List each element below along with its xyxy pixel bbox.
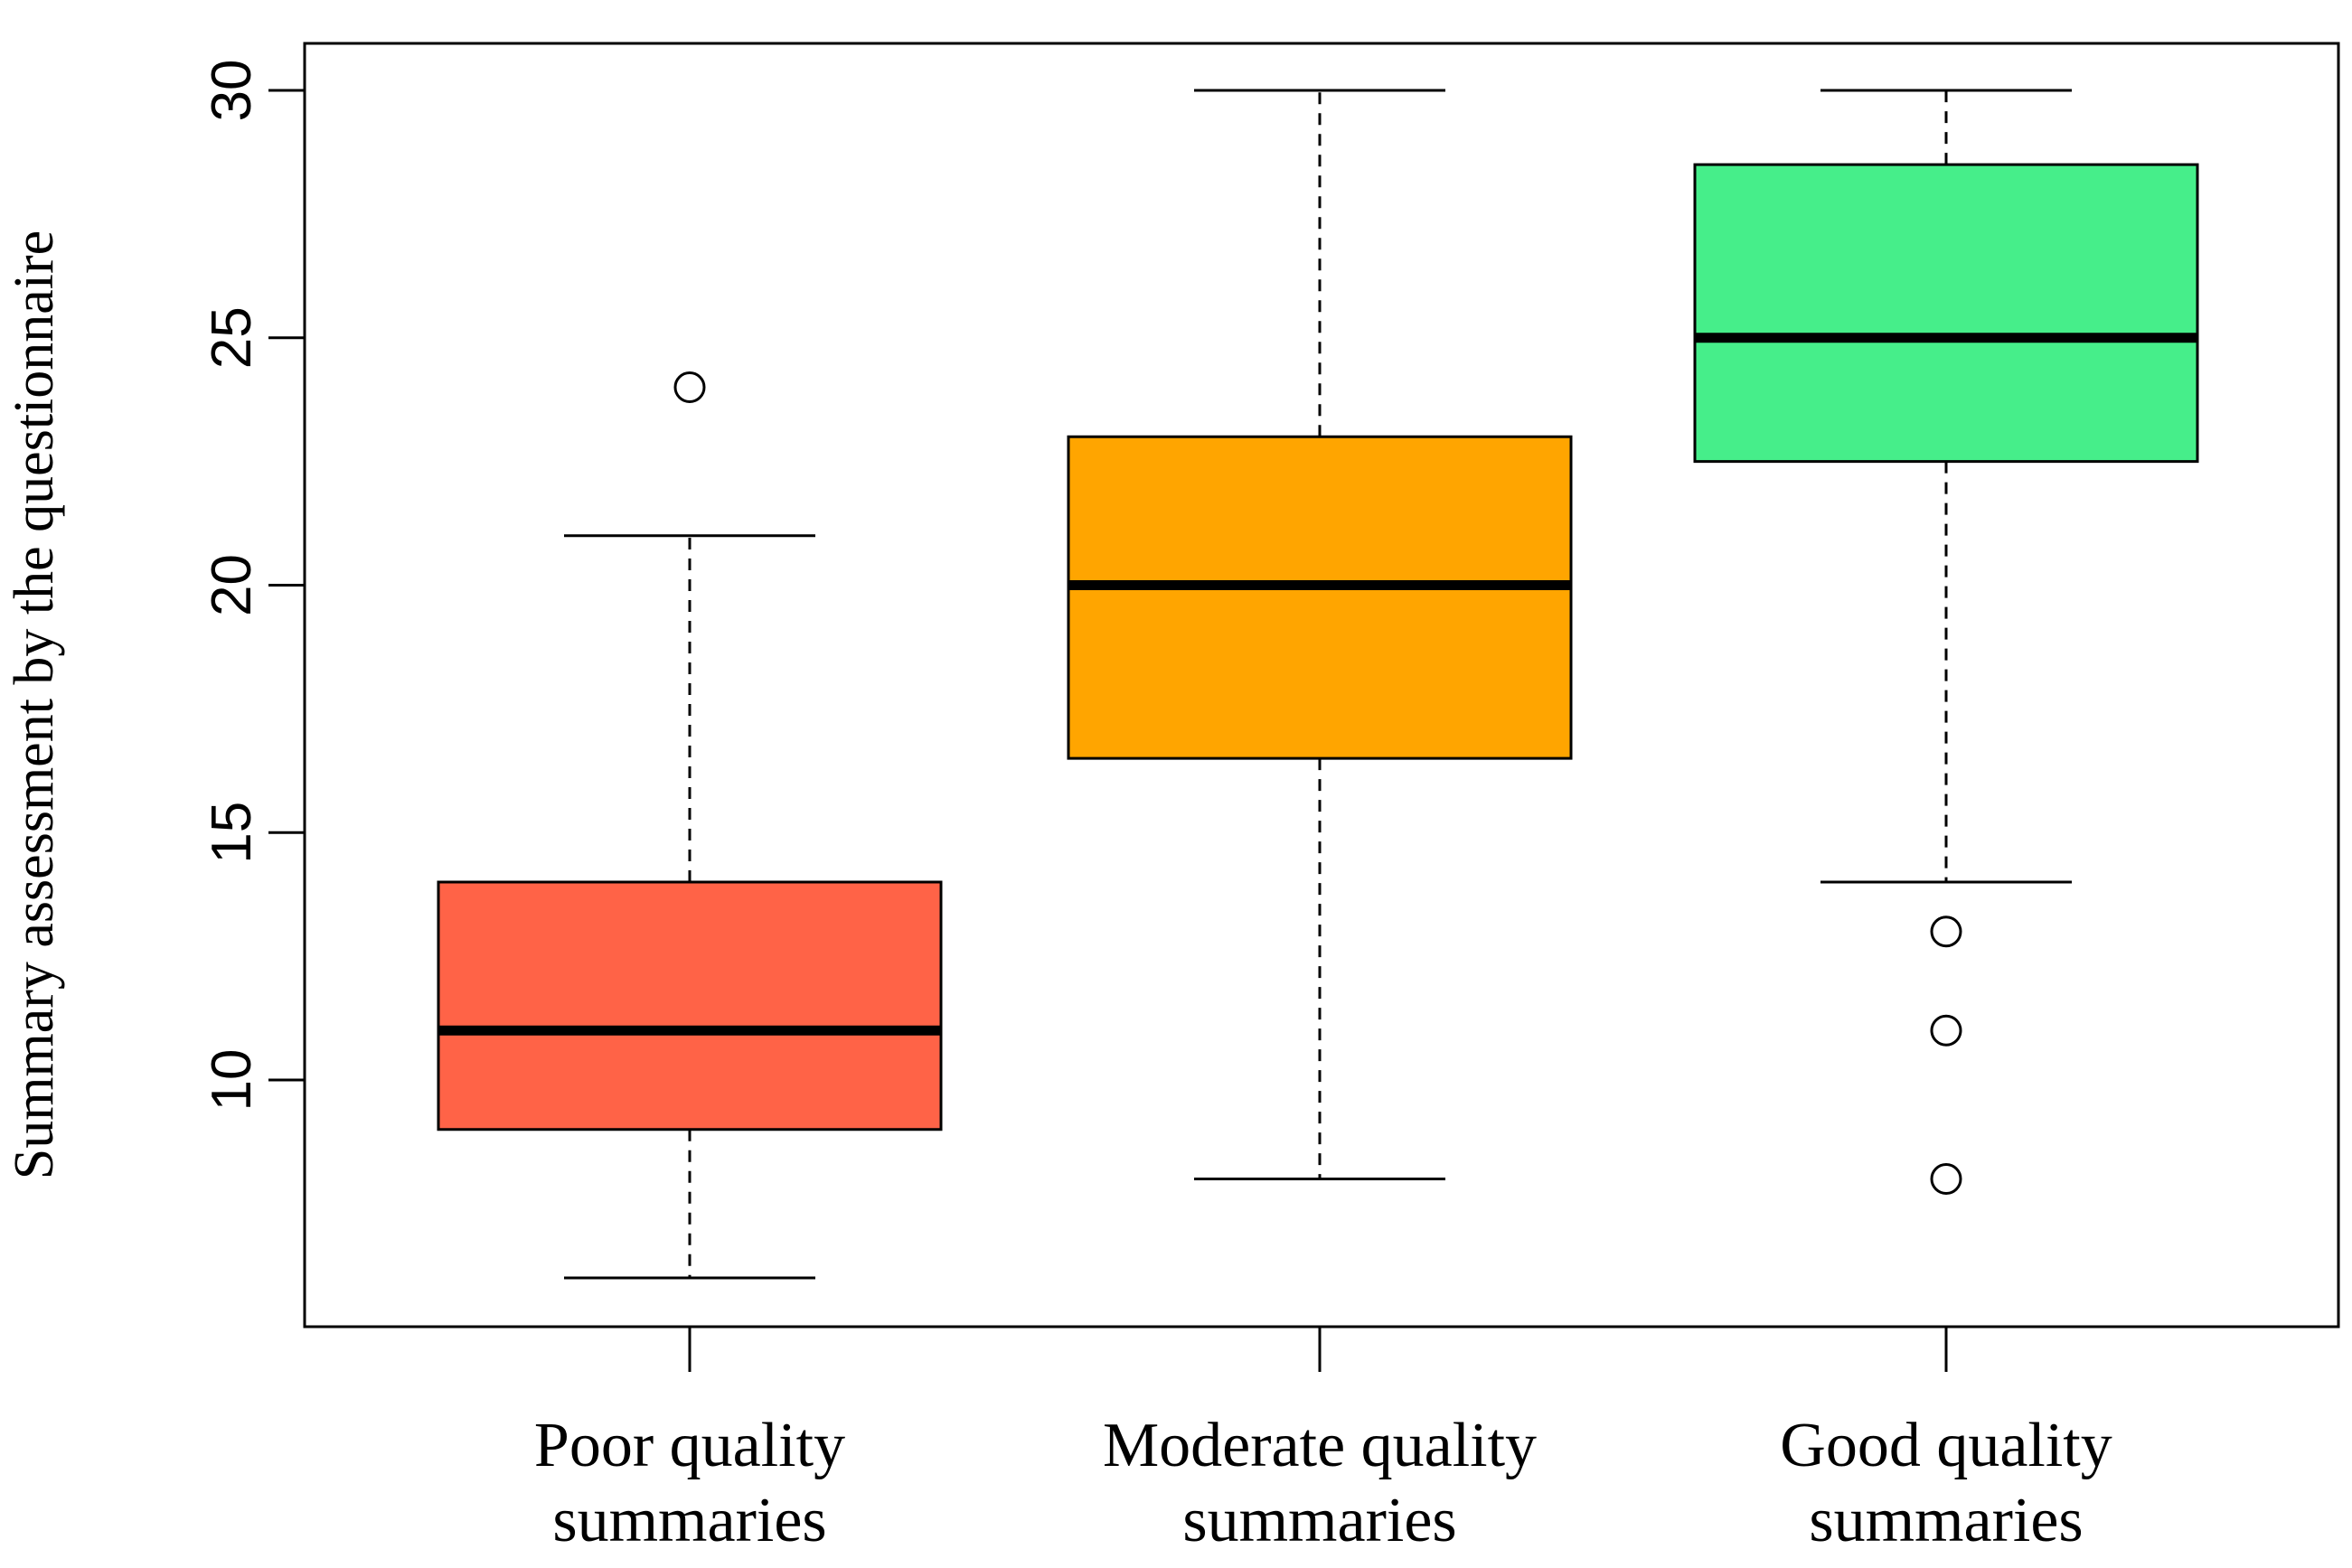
x-tick-label: summaries [1182,1486,1456,1555]
box [1693,163,2199,464]
y-axis: 10 15 20 25 30 [201,60,306,1112]
box-group [1693,89,2199,1195]
y-tick-label: 20 [201,554,263,616]
y-tick-label: 30 [201,60,263,122]
boxes [437,89,2199,1280]
y-tick-label: 25 [201,306,263,369]
box [1067,435,1573,760]
box [437,880,943,1131]
y-tick-label: 10 [201,1049,263,1112]
x-tick-label: summaries [552,1486,826,1555]
box-group [1067,89,1573,1180]
y-tick-label: 15 [201,802,263,864]
x-tick-label: Good quality [1780,1411,2112,1480]
x-tick-label: Poor quality [534,1411,845,1480]
x-tick-label: Moderate quality [1103,1411,1537,1480]
outlier-point [1930,1014,1962,1047]
outlier-point [673,371,706,403]
outlier-point [1930,915,1962,948]
y-axis-label: Summary assessment by the questionnaire [4,230,65,1179]
outlier-point [1930,1163,1962,1195]
box-group [437,371,943,1280]
x-tick-label: summaries [1809,1486,2083,1555]
